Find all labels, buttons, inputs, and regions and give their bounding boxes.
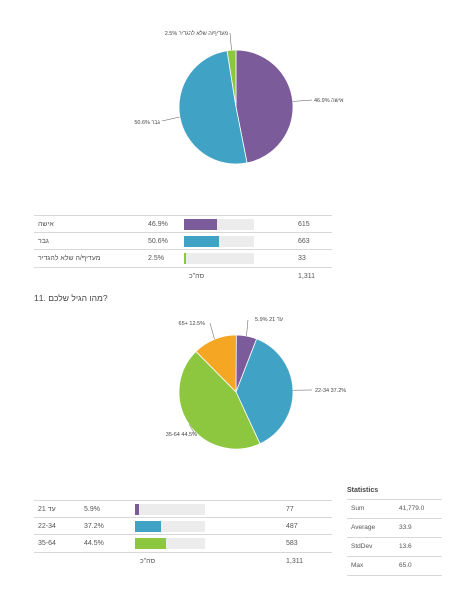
row-bar-track xyxy=(135,538,205,549)
age-pie-chart: 5.9% עד 21 22-34 37.2% 35-64 44.5% 65+ 12.5… xyxy=(166,317,346,450)
slice-label: 35-64 44.5% xyxy=(166,432,197,438)
row-count: 487 xyxy=(286,523,298,530)
statistics-title: Statistics xyxy=(347,487,379,494)
slice-leader-line xyxy=(209,322,215,340)
slice-leader-line xyxy=(161,116,180,122)
row-bar-track xyxy=(135,504,205,515)
stat-value: 65.0 xyxy=(399,562,412,569)
slice-label: 65+ 12.5% xyxy=(179,321,206,327)
total-label: סה"כ xyxy=(189,273,205,280)
table-row: גבר 50.6% 663 xyxy=(34,232,332,250)
row-count: 663 xyxy=(298,238,310,245)
row-count: 615 xyxy=(298,221,310,228)
row-bar-track xyxy=(184,253,254,264)
row-percent: 37.2% xyxy=(84,523,104,530)
row-bar-fill xyxy=(184,253,186,264)
row-bar-track xyxy=(184,236,254,247)
table-row: אישה 46.9% 615 xyxy=(34,215,332,233)
row-percent: 44.5% xyxy=(84,540,104,547)
pie-slice xyxy=(235,49,294,164)
row-label: עד 21 xyxy=(38,506,56,513)
stat-key: Max xyxy=(351,562,364,569)
table-row: 22-34 37.2% 487 xyxy=(34,517,332,535)
stat-row: Sum 41,779.0 xyxy=(347,499,442,518)
row-label: 35-64 xyxy=(38,540,56,547)
row-label: גבר xyxy=(38,238,49,245)
row-bar-fill xyxy=(135,504,140,515)
row-label: אישה xyxy=(38,221,54,228)
stat-row: StdDev 13.6 xyxy=(347,537,442,556)
row-bar-fill xyxy=(184,219,217,230)
table-row: עד 21 5.9% 77 xyxy=(34,500,332,518)
row-label: מעדיף/ה שלא להגדיר xyxy=(38,255,101,262)
statistics-panel: Statistics Sum 41,779.0 Average 33.9 Std… xyxy=(347,483,442,576)
row-percent: 46.9% xyxy=(148,221,168,228)
stat-key: StdDev xyxy=(351,543,373,550)
slice-leader-line xyxy=(188,424,196,435)
stat-value: 33.9 xyxy=(399,524,412,531)
gender-pie-chart: 46.9% אישה 50.6% גבר 2.5% מעדיף/ה שלא להגד… xyxy=(134,30,344,165)
stat-value: 41,779.0 xyxy=(399,505,425,512)
stat-row: Average 33.9 xyxy=(347,518,442,537)
table-row: מעדיף/ה שלא להגדיר 2.5% 33 xyxy=(34,249,332,268)
pie-slice xyxy=(195,334,237,393)
table-row: 35-64 44.5% 583 xyxy=(34,534,332,553)
row-bar-fill xyxy=(184,236,220,247)
slice-label: 46.9% אישה xyxy=(314,98,344,104)
row-label: 22-34 xyxy=(38,523,56,530)
row-bar-track xyxy=(184,219,254,230)
slice-label: 22-34 37.2% xyxy=(315,388,346,394)
row-bar-track xyxy=(135,521,205,532)
question-title: 11. מהו הגיל שלכם? xyxy=(34,293,108,303)
slice-label: 50.6% גבר xyxy=(134,120,160,126)
row-bar-fill xyxy=(135,538,167,549)
stat-key: Average xyxy=(351,524,376,531)
stat-value: 13.6 xyxy=(399,543,412,550)
row-count: 33 xyxy=(298,255,306,262)
stat-row: Max 65.0 xyxy=(347,556,442,576)
row-count: 583 xyxy=(286,540,298,547)
row-percent: 50.6% xyxy=(148,238,168,245)
slice-label: 5.9% עד 21 xyxy=(255,317,283,323)
row-percent: 5.9% xyxy=(84,506,100,513)
total-count: 1,311 xyxy=(286,558,303,565)
slice-leader-line xyxy=(292,99,313,102)
total-label: סה"כ xyxy=(140,558,156,565)
stat-key: Sum xyxy=(351,505,365,512)
slice-label: 2.5% מעדיף/ה שלא להגדיר xyxy=(165,30,229,37)
slice-leader-line xyxy=(229,32,232,51)
pie-slice xyxy=(178,50,248,165)
row-count: 77 xyxy=(286,506,294,513)
row-bar-fill xyxy=(135,521,162,532)
total-count: 1,311 xyxy=(298,273,315,280)
row-percent: 2.5% xyxy=(148,255,164,262)
slice-leader-line xyxy=(246,319,249,336)
